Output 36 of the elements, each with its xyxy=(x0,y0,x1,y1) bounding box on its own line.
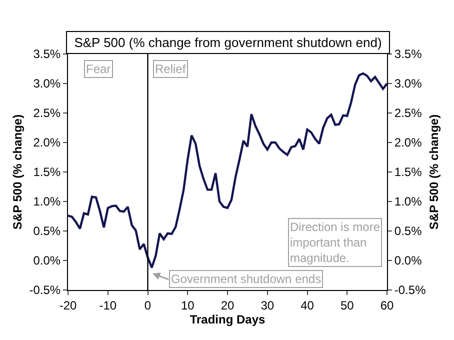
x-axis-title: Trading Days xyxy=(190,312,266,326)
annotation: Relief xyxy=(155,62,186,76)
y2-tick-label: 1.0% xyxy=(394,194,422,209)
y2-tick-label: -0.5% xyxy=(394,283,426,298)
y2-tick-label: 2.0% xyxy=(394,136,422,150)
y-tick-label: 3.0% xyxy=(33,76,61,91)
y2-tick-label: 1.5% xyxy=(394,165,422,180)
chart-title: S&P 500 (% change from government shutdown end) xyxy=(74,35,382,50)
y-tick-label: 1.5% xyxy=(33,165,61,180)
y2-tick-label: 3.0% xyxy=(394,76,422,91)
y-axis-title: S&P 500 (% change) xyxy=(10,114,25,230)
x-tick-label: -20 xyxy=(59,298,77,312)
y2-tick-label: 3.5% xyxy=(394,47,422,62)
x-tick-label: 20 xyxy=(220,298,234,312)
x-tick-label: 50 xyxy=(340,298,354,312)
y2-tick-label: 2.5% xyxy=(394,106,422,120)
annotation: Fear xyxy=(86,62,111,76)
y2-axis-title: S&P 500 (% change) xyxy=(426,114,441,230)
y-tick-label: 0.0% xyxy=(33,254,61,268)
x-tick-label: 40 xyxy=(300,298,314,312)
y2-tick-label: 0.0% xyxy=(394,254,422,268)
y-tick-label: 2.5% xyxy=(33,106,61,120)
y-tick-label: -0.5% xyxy=(29,283,61,298)
y-tick-label: 2.0% xyxy=(33,136,61,150)
y-tick-label: 0.5% xyxy=(33,224,61,238)
x-tick-label: -10 xyxy=(99,298,117,312)
y-tick-label: 3.5% xyxy=(33,47,61,62)
annotation: Direction is more important than magnitude. xyxy=(290,220,380,266)
x-tick-label: 0 xyxy=(144,298,152,312)
annotation: Government shutdown ends xyxy=(171,272,322,286)
y-tick-label: 1.0% xyxy=(33,194,61,209)
line-series xyxy=(68,72,387,269)
x-tick-label: 30 xyxy=(260,298,274,312)
x-tick-label: 60 xyxy=(380,298,394,312)
y2-tick-label: 0.5% xyxy=(394,224,422,238)
x-tick-label: 10 xyxy=(180,298,195,312)
